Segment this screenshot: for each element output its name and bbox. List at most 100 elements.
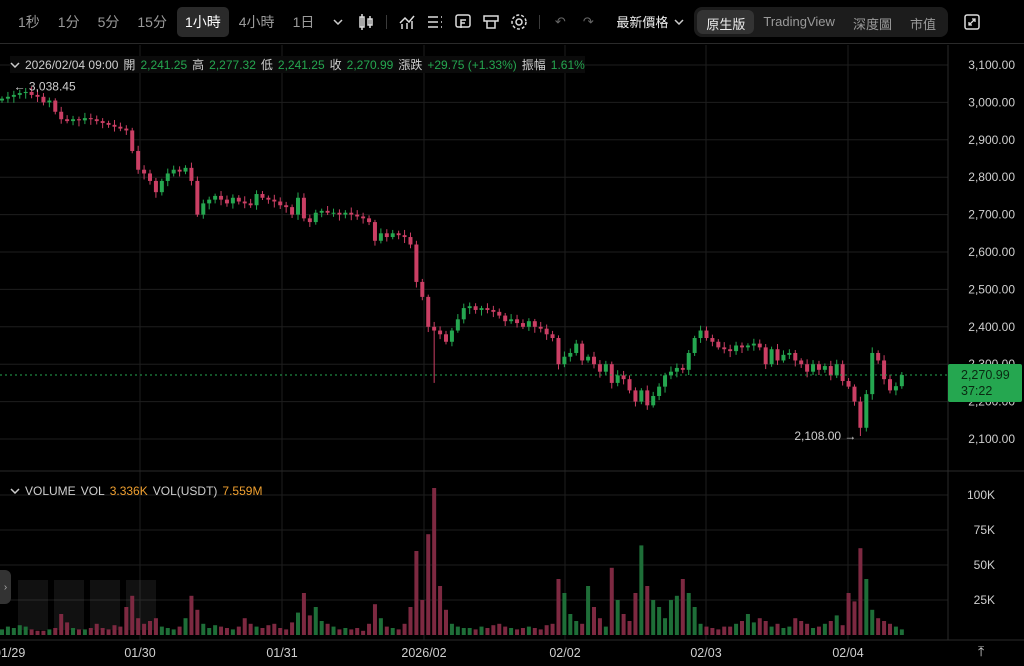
volume-bar	[787, 626, 792, 635]
volume-bar	[899, 629, 904, 635]
redo-icon[interactable]: ↷	[582, 13, 594, 29]
volume-bar	[674, 595, 679, 635]
candle-body	[266, 197, 271, 200]
candle-body	[11, 94, 16, 97]
timeframe-15m[interactable]: 15分	[137, 13, 167, 30]
divider	[539, 14, 541, 29]
candle-body	[899, 375, 904, 387]
volume-bar	[698, 623, 703, 635]
volume-bar	[858, 548, 863, 635]
candle-body	[858, 401, 863, 428]
vol-label: VOL	[80, 484, 105, 498]
volume-bar	[106, 629, 111, 635]
template-icon[interactable]	[477, 8, 505, 36]
volume-bar	[201, 623, 206, 635]
volume-bar	[408, 607, 413, 635]
volume-bar	[420, 600, 425, 635]
candle-body	[242, 201, 247, 204]
candle-body	[745, 345, 750, 348]
indicators-icon[interactable]	[393, 8, 421, 36]
candle-body	[775, 349, 780, 361]
gear-icon[interactable]	[505, 8, 533, 36]
list-icon[interactable]	[421, 8, 449, 36]
volume-bar	[526, 626, 531, 635]
candle-body	[248, 203, 253, 206]
timeframe-1h[interactable]: 1小時	[176, 6, 229, 37]
view-market-cap[interactable]: 市值	[909, 16, 936, 32]
volume-bar	[432, 488, 437, 635]
volume-bar	[893, 626, 898, 635]
volume-bar	[112, 625, 117, 635]
candle-body	[704, 330, 709, 339]
chevron-down-icon[interactable]	[324, 8, 352, 36]
candle-body	[710, 338, 715, 342]
timeframe-4h[interactable]: 4小時	[238, 13, 275, 30]
volume-bar	[467, 628, 472, 635]
candle-body	[367, 218, 372, 223]
candle-body	[142, 169, 147, 174]
candle-body	[740, 345, 744, 348]
expand-sidebar-handle[interactable]: ›	[0, 570, 11, 604]
volume-bar	[82, 629, 87, 635]
candle-body	[840, 364, 845, 382]
scale-reset-icon[interactable]: ⤒	[978, 643, 985, 659]
timeframe-1m[interactable]: 1分	[57, 13, 80, 30]
latest-price-dropdown[interactable]: 最新價格	[616, 12, 684, 31]
volume-bar	[343, 628, 348, 635]
chevron-down-icon[interactable]	[10, 488, 20, 494]
volume-bar	[301, 593, 306, 635]
volume-bar	[603, 626, 608, 635]
volume-bar	[272, 623, 277, 635]
chevron-down-icon[interactable]	[10, 61, 20, 68]
volume-bar	[384, 626, 389, 635]
volume-tick-label: 50K	[974, 558, 995, 572]
candle-body	[171, 169, 176, 174]
candle-body	[751, 343, 756, 346]
volume-bar	[751, 622, 756, 635]
view-tradingview[interactable]: TradingView	[763, 13, 835, 29]
candle-body	[278, 201, 283, 206]
volume-bar	[390, 628, 395, 635]
candle-body	[343, 212, 348, 215]
ohlc-legend: 2026/02/04 09:00 開 2,241.25 高 2,277.32 低 2,…	[10, 56, 585, 73]
candle-body	[722, 347, 727, 350]
volume-bar	[734, 623, 739, 635]
volume-bar	[426, 534, 431, 635]
drawing-icon[interactable]	[449, 8, 477, 36]
fullscreen-icon[interactable]	[958, 8, 986, 36]
volume-bar	[88, 628, 93, 635]
volume-bar	[11, 628, 16, 635]
timeframe-1d[interactable]: 1日	[292, 13, 315, 30]
undo-icon[interactable]: ↶	[554, 13, 566, 29]
time-tick-label: 01/31	[266, 646, 297, 660]
candlestick-icon[interactable]	[352, 8, 380, 36]
candle-body	[29, 91, 34, 95]
high-price-annotation: ← 3,038.45	[14, 80, 76, 94]
volume-bar	[94, 623, 99, 635]
volume-bar	[171, 629, 176, 635]
volume-bar	[159, 626, 164, 635]
volume-bar	[29, 629, 34, 635]
volume-bar	[580, 623, 585, 635]
volume-bar	[757, 618, 762, 635]
timeframe-1s[interactable]: 1秒	[18, 13, 40, 30]
price-tick-label: 2,500.00	[968, 282, 1015, 296]
volume-bar	[722, 626, 727, 635]
volume-bar	[207, 628, 212, 635]
view-depth[interactable]: 深度圖	[852, 16, 892, 32]
candle-body	[692, 338, 697, 353]
candle-body	[574, 343, 579, 353]
view-native[interactable]: 原生版	[697, 9, 755, 34]
candle-body	[236, 197, 241, 202]
candle-body	[301, 197, 306, 219]
candle-body	[189, 167, 194, 181]
timeframe-5m[interactable]: 5分	[97, 13, 120, 30]
candle-body	[136, 151, 141, 170]
candle-body	[23, 91, 28, 94]
volume-bar	[568, 614, 573, 635]
candle-body	[864, 394, 869, 428]
candle-body	[609, 364, 614, 383]
time-tick-label: 02/03	[690, 646, 721, 660]
candle-body	[876, 352, 881, 361]
